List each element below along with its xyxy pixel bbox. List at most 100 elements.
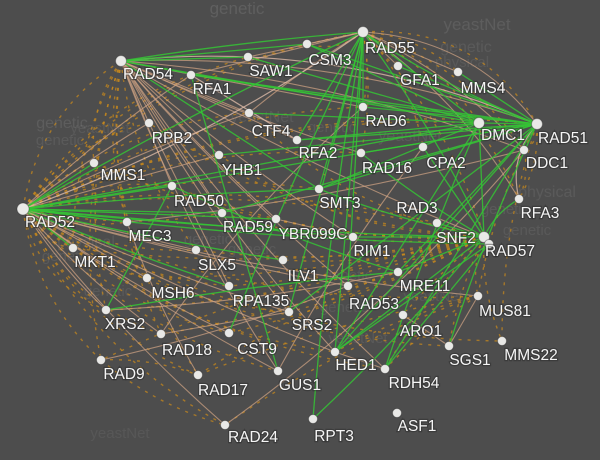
node-label-mec3[interactable]: MEC3 — [127, 227, 173, 247]
node-rad55[interactable] — [357, 26, 369, 38]
node-rad3[interactable] — [432, 218, 442, 228]
node-rpa135[interactable] — [224, 281, 234, 291]
node-label-mms4[interactable]: MMS4 — [459, 79, 507, 99]
node-label-rfa1[interactable]: RFA1 — [191, 80, 232, 100]
node-ctf4[interactable] — [244, 108, 254, 118]
node-mus81[interactable] — [473, 291, 483, 301]
node-label-rdh54[interactable]: RDH54 — [387, 374, 441, 394]
node-mms1[interactable] — [89, 158, 99, 168]
node-label-gus1[interactable]: GUS1 — [278, 376, 323, 396]
node-label-mkt1[interactable]: MKT1 — [73, 253, 117, 273]
node-label-rad50[interactable]: RAD50 — [173, 192, 226, 212]
node-saw1[interactable] — [243, 52, 253, 62]
node-aro1[interactable] — [398, 310, 408, 320]
node-label-rad3[interactable]: RAD3 — [395, 199, 439, 219]
node-label-rpt3[interactable]: RPT3 — [313, 427, 355, 447]
node-label-rad16[interactable]: RAD16 — [361, 159, 413, 179]
node-label-rad17[interactable]: RAD17 — [197, 381, 249, 401]
node-label-ilv1[interactable]: ILV1 — [286, 267, 319, 287]
node-label-rpb2[interactable]: RPB2 — [151, 129, 194, 149]
node-rpb2[interactable] — [144, 118, 154, 128]
node-label-snf2[interactable]: SNF2 — [435, 229, 477, 249]
node-ddc1[interactable] — [519, 145, 529, 155]
node-label-smt3[interactable]: SMT3 — [318, 194, 362, 214]
node-rad6[interactable] — [358, 102, 368, 112]
node-rad50[interactable] — [167, 181, 177, 191]
node-mms4[interactable] — [453, 67, 463, 77]
node-label-ybr099c[interactable]: YBR099C — [277, 225, 348, 245]
node-label-yhb1[interactable]: YHB1 — [221, 161, 264, 181]
node-asf1[interactable] — [392, 408, 402, 418]
node-slx5[interactable] — [191, 245, 201, 255]
node-xrs2[interactable] — [101, 305, 111, 315]
node-srs2[interactable] — [284, 307, 294, 317]
node-label-sgs1[interactable]: SGS1 — [448, 351, 492, 371]
node-label-rfa3[interactable]: RFA3 — [519, 204, 560, 224]
node-label-rpa135[interactable]: RPA135 — [231, 292, 290, 312]
node-rpt3[interactable] — [308, 414, 318, 424]
node-rad52[interactable] — [16, 202, 30, 216]
node-msh6[interactable] — [142, 273, 152, 283]
node-label-saw1[interactable]: SAW1 — [248, 62, 294, 82]
node-mkt1[interactable] — [68, 243, 78, 253]
node-yhb1[interactable] — [214, 150, 224, 160]
node-label-mus81[interactable]: MUS81 — [478, 302, 532, 322]
node-mre11[interactable] — [393, 267, 403, 277]
node-rim1[interactable] — [348, 232, 358, 242]
node-rad16[interactable] — [356, 148, 366, 158]
node-rad18[interactable] — [156, 329, 166, 339]
node-label-slx5[interactable]: SLX5 — [197, 256, 237, 276]
node-label-rad51[interactable]: RAD51 — [537, 129, 589, 149]
node-label-asf1[interactable]: ASF1 — [396, 417, 437, 437]
node-mec3[interactable] — [122, 217, 132, 227]
node-rad9[interactable] — [96, 355, 106, 365]
node-label-csm3[interactable]: CSM3 — [307, 51, 353, 71]
node-label-msh6[interactable]: MSH6 — [150, 284, 196, 304]
node-label-mre11[interactable]: MRE11 — [398, 277, 451, 297]
node-label-srs2[interactable]: SRS2 — [291, 316, 334, 336]
node-label-mms22[interactable]: MMS22 — [503, 346, 559, 366]
node-ybr099c[interactable] — [271, 214, 281, 224]
node-label-rim1[interactable]: RIM1 — [352, 242, 392, 262]
node-label-rad55[interactable]: RAD55 — [364, 39, 416, 59]
node-label-rad9[interactable]: RAD9 — [102, 365, 146, 385]
node-mms22[interactable] — [497, 336, 507, 346]
node-label-rad54[interactable]: RAD54 — [122, 65, 175, 85]
node-label-rad57[interactable]: RAD57 — [484, 242, 536, 262]
node-label-cpa2[interactable]: CPA2 — [425, 154, 467, 174]
node-csm3[interactable] — [302, 39, 312, 49]
node-label-aro1[interactable]: ARO1 — [399, 322, 444, 342]
node-rfa3[interactable] — [514, 194, 524, 204]
node-smt3[interactable] — [314, 184, 324, 194]
node-label-dmc1[interactable]: DMC1 — [480, 126, 526, 146]
node-label-rfa2[interactable]: RFA2 — [297, 144, 338, 164]
node-rad59[interactable] — [217, 208, 227, 218]
node-snf2[interactable] — [478, 231, 490, 243]
node-label-rad18[interactable]: RAD18 — [161, 341, 213, 361]
node-label-hed1[interactable]: HED1 — [334, 356, 378, 376]
node-rfa2[interactable] — [292, 135, 302, 145]
node-label-rad6[interactable]: RAD6 — [364, 112, 408, 132]
node-hed1[interactable] — [330, 347, 340, 357]
node-rad24[interactable] — [220, 420, 230, 430]
node-rad54[interactable] — [115, 55, 127, 67]
node-label-mms1[interactable]: MMS1 — [99, 166, 146, 186]
node-label-rad24[interactable]: RAD24 — [227, 428, 280, 448]
node-rad53[interactable] — [343, 281, 353, 291]
node-label-ctf4[interactable]: CTF4 — [250, 122, 292, 142]
node-gfa1[interactable] — [393, 61, 403, 71]
node-label-ddc1[interactable]: DDC1 — [525, 154, 570, 174]
node-rad17[interactable] — [193, 370, 203, 380]
node-label-rad52[interactable]: RAD52 — [24, 213, 76, 233]
node-label-xrs2[interactable]: XRS2 — [104, 315, 147, 335]
node-gus1[interactable] — [273, 366, 283, 376]
node-rdh54[interactable] — [380, 364, 390, 374]
node-cpa2[interactable] — [418, 142, 428, 152]
node-rad51[interactable] — [531, 118, 543, 130]
node-label-gfa1[interactable]: GFA1 — [399, 71, 441, 91]
node-label-cst9[interactable]: CST9 — [236, 340, 278, 360]
node-ilv1[interactable] — [278, 255, 288, 265]
node-label-rad59[interactable]: RAD59 — [222, 218, 274, 238]
node-cst9[interactable] — [224, 328, 234, 338]
node-rad57[interactable] — [484, 239, 494, 249]
